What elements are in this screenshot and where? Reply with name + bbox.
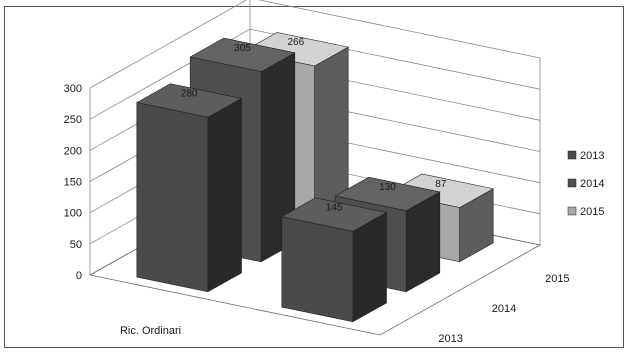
y-tick-label: 200	[64, 145, 82, 157]
data-label: 280	[181, 88, 198, 99]
y-tick-label: 150	[64, 177, 82, 189]
legend-swatch	[567, 178, 577, 188]
y-axis-ticks: 0 50 100 150 200 250 300	[64, 83, 82, 282]
y-tick-label: 100	[64, 208, 82, 220]
chart-bars	[135, 32, 495, 323]
legend-label: 2013	[580, 150, 604, 162]
data-label: 145	[326, 203, 343, 214]
data-label: 130	[379, 182, 396, 193]
chart-legend: 2013 2014 2015	[567, 150, 604, 218]
legend-swatch	[567, 150, 577, 160]
depth-label: 2014	[492, 303, 516, 315]
data-label: 266	[287, 37, 304, 48]
bar-2013-1	[280, 197, 388, 323]
data-labels: 87 266 130 305 145 280	[181, 37, 447, 213]
data-label: 305	[234, 43, 251, 54]
y-tick-label: 50	[70, 239, 82, 251]
y-tick-label: 300	[64, 83, 82, 95]
data-label: 87	[435, 179, 447, 190]
bar-front	[136, 102, 209, 293]
category-axis: Ric. Ordinari150201320142015	[120, 273, 570, 345]
y-tick-label: 0	[76, 270, 82, 282]
bar-2013-0	[135, 83, 243, 293]
depth-label: 2013	[438, 333, 462, 345]
legend-label: 2014	[580, 178, 604, 190]
legend-label: 2015	[580, 206, 604, 218]
bar-front	[281, 216, 354, 323]
legend-swatch	[567, 206, 577, 216]
bar-side	[207, 97, 242, 293]
gridline	[89, 0, 541, 89]
category-label: Ric. Ordinari	[120, 325, 181, 337]
depth-label: 2015	[545, 273, 569, 285]
y-tick-label: 250	[64, 114, 82, 126]
